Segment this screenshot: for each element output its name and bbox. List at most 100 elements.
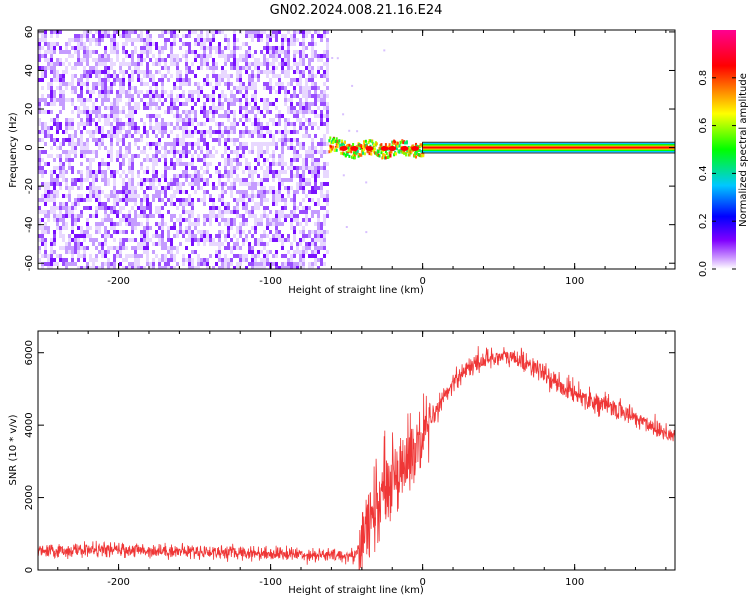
heatmap-cell [59,254,62,258]
heatmap-cell [182,126,185,130]
heatmap-cell [239,194,242,198]
heatmap-cell [71,142,74,146]
heatmap-cell [71,110,74,114]
heatmap-cell [68,98,71,102]
heatmap-cell [128,114,131,118]
heatmap-cell [260,70,263,74]
heatmap-cell [164,58,167,62]
heatmap-cell [197,66,200,70]
heatmap-cell [113,238,116,242]
heatmap-cell [152,94,155,98]
heatmap-cell [311,170,314,174]
heatmap-cell [281,210,284,214]
heatmap-cell [50,138,53,142]
heatmap-cell [245,126,248,130]
heatmap-cell [290,66,293,70]
heatmap-cell [137,78,140,82]
heatmap-cell [257,242,260,246]
heatmap-cell [302,174,305,178]
heatmap-cell [137,214,140,218]
heatmap-cell [164,66,167,70]
heatmap-cell [182,154,185,158]
heatmap-cell [143,42,146,46]
heatmap-cell [56,130,59,134]
heatmap-cell [269,46,272,50]
heatmap-cell [110,110,113,114]
heatmap-cell [218,182,221,186]
heatmap-cell [77,58,80,62]
heatmap-cell [146,222,149,226]
heatmap-cell [281,246,284,250]
heatmap-cell [137,266,140,269]
heatmap-cell [98,30,101,34]
heatmap-cell [155,190,158,194]
heatmap-cell [122,182,125,186]
heatmap-cell [185,50,188,54]
heatmap-cell [275,214,278,218]
heatmap-cell [200,86,203,90]
heatmap-cell [92,214,95,218]
heatmap-cell [263,30,266,34]
heatmap-cell [323,50,326,54]
heatmap-cell [47,46,50,50]
heatmap-cell [182,198,185,202]
heatmap-cell [191,258,194,262]
heatmap-cell [239,162,242,166]
heatmap-cell [299,106,302,110]
heatmap-cell [125,190,128,194]
heatmap-cell [236,242,239,246]
heatmap-cell [311,58,314,62]
heatmap-cell [140,30,143,34]
heatmap-cell [68,166,71,170]
heatmap-cell [272,186,275,190]
heatmap-cell [266,250,269,254]
heatmap-cell [203,258,206,262]
heatmap-cell [110,174,113,178]
heatmap-cell [173,174,176,178]
heatmap-cell [384,143,387,147]
heatmap-cell [287,62,290,66]
heatmap-cell [317,114,320,118]
heatmap-cell [314,202,317,206]
heatmap-cell [221,130,224,134]
heatmap-cell [293,158,296,162]
heatmap-cell [38,58,41,62]
heatmap-cell [47,186,50,190]
heatmap-cell [134,138,137,142]
heatmap-cell [95,210,98,214]
heatmap-cell [38,66,41,70]
heatmap-cell [110,90,113,94]
heatmap-cell [101,30,104,34]
heatmap-cell [308,254,311,258]
heatmap-cell [239,154,242,158]
heatmap-y-tick-label: -40 [24,216,35,232]
heatmap-cell [164,190,167,194]
heatmap-cell [110,42,113,46]
heatmap-cell [245,54,248,58]
heatmap-cell [245,182,248,186]
heatmap-cell [164,122,167,126]
heatmap-cell [116,30,119,34]
heatmap-cell [101,162,104,166]
heatmap-cell [305,246,308,250]
heatmap-cell [149,38,152,42]
snr-y-tick-label: 2000 [24,485,35,510]
heatmap-cell [236,246,239,250]
heatmap-cell [323,102,326,106]
heatmap-cell [317,186,320,190]
heatmap-cell [122,258,125,262]
heatmap-cell [173,114,176,118]
heatmap-cell [212,58,215,62]
heatmap-cell [110,50,113,54]
heatmap-cell [254,218,257,222]
heatmap-cell [308,182,311,186]
heatmap-cell [218,102,221,106]
heatmap-cell [206,54,209,58]
heatmap-cell [62,90,65,94]
heatmap-cell [152,258,155,262]
heatmap-cell [290,210,293,214]
heatmap-cell [188,98,191,102]
heatmap-cell [326,70,329,74]
heatmap-cell [179,82,182,86]
heatmap-cell [182,82,185,86]
